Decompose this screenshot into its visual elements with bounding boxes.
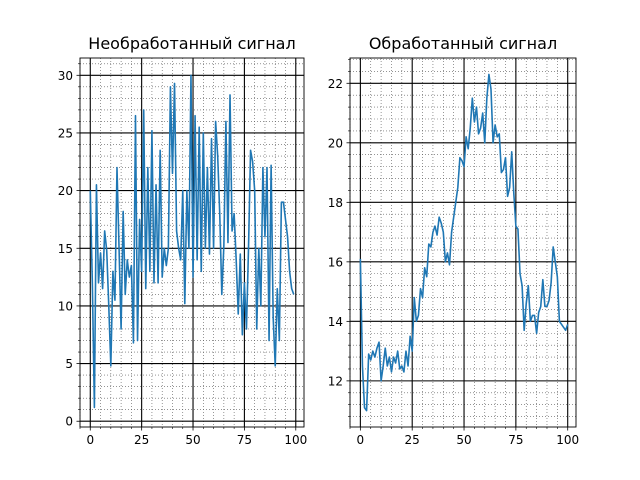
y-tick-label: 10 [58, 299, 73, 313]
x-tick-label: 75 [237, 433, 252, 447]
x-tick-label: 100 [556, 433, 579, 447]
y-tick-label: 16 [328, 255, 343, 269]
y-tick-label: 25 [58, 126, 73, 140]
y-tick-label: 14 [328, 315, 343, 329]
y-tick-label: 20 [58, 184, 73, 198]
x-tick-label: 50 [185, 433, 200, 447]
processed-signal-grid [348, 58, 576, 429]
raw-signal-chart: Необработанный сигнал 0 25 50 75 100 0 5 10 15 20… [58, 34, 308, 447]
raw-signal-axes-frame [79, 57, 305, 428]
y-tick-label: 30 [58, 69, 73, 83]
y-tick-label: 15 [58, 242, 73, 256]
x-tick-label: 25 [405, 433, 420, 447]
processed-signal-series-line [359, 73, 569, 412]
x-tick-label: 0 [357, 433, 365, 447]
raw-signal-title: Необработанный сигнал [88, 34, 295, 53]
processed-signal-chart: Обработанный сигнал 0 25 50 75 100 12 14 16 18 20… [328, 34, 579, 447]
processed-signal-title: Обработанный сигнал [369, 34, 557, 53]
x-tick-label: 100 [284, 433, 307, 447]
x-tick-label: 0 [86, 433, 94, 447]
y-tick-label: 0 [65, 415, 73, 429]
x-tick-label: 25 [134, 433, 149, 447]
y-tick-label: 20 [328, 136, 343, 150]
x-tick-label: 50 [456, 433, 471, 447]
y-tick-label: 22 [328, 77, 343, 91]
processed-signal-axes-frame [349, 57, 577, 428]
y-tick-label: 5 [65, 357, 73, 371]
y-tick-label: 12 [328, 374, 343, 388]
y-tick-label: 18 [328, 196, 343, 210]
x-tick-label: 75 [508, 433, 523, 447]
raw-signal-series-line [89, 74, 295, 409]
